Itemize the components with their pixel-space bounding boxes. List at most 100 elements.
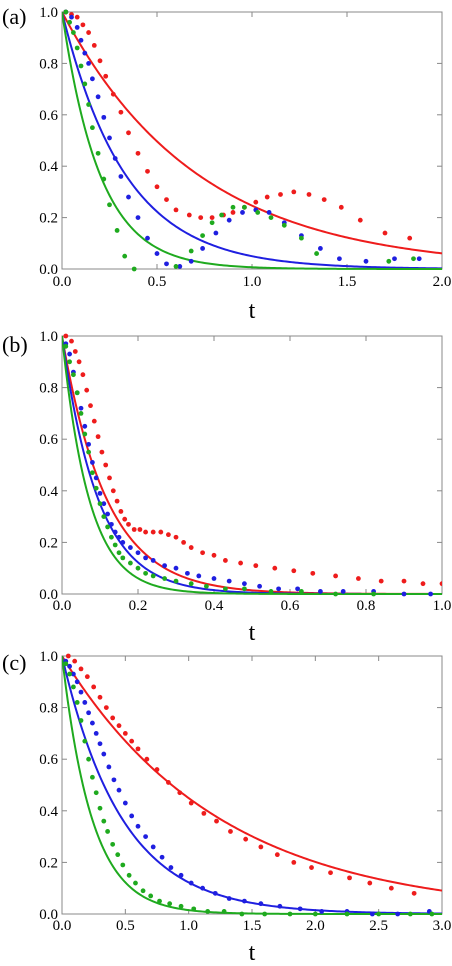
blue-data-point <box>168 865 174 870</box>
green-data-point <box>411 256 416 262</box>
green-data-point <box>67 359 72 365</box>
red-data-point <box>72 658 78 664</box>
red-data-point <box>78 666 84 672</box>
red-data-point <box>230 210 236 215</box>
plot-area <box>62 333 442 597</box>
blue-data-point <box>150 844 156 850</box>
red-data-point <box>84 674 90 680</box>
y-tick-label: 0.8 <box>39 56 58 72</box>
red-data-point <box>95 434 101 440</box>
red-data-point <box>291 189 297 195</box>
green-data-point <box>299 589 304 594</box>
blue-data-point <box>200 246 206 251</box>
blue-data-point <box>340 589 346 594</box>
blue-data-point <box>74 25 80 30</box>
blue-data-point <box>277 903 283 909</box>
green-data-point <box>299 235 304 241</box>
blue-data-point <box>154 251 160 256</box>
green-data-point <box>90 470 95 476</box>
x-axis-label: t <box>249 620 256 646</box>
red-data-point <box>118 109 124 115</box>
red-data-point <box>91 418 97 424</box>
blue-data-point <box>97 490 103 496</box>
blue-data-point <box>401 591 407 597</box>
red-data-point <box>99 449 105 455</box>
red-data-point <box>253 199 259 205</box>
x-tick-label: 1.0 <box>433 598 452 614</box>
y-tick-label: 0.6 <box>39 432 58 448</box>
green-data-point <box>242 586 247 592</box>
panel-c: (c) 0.0 0.2 0.4 0.6 0.8 1.0 0.0 0.5 1.0 1.5 2.0 2.5 3… <box>2 649 451 966</box>
red-data-point <box>214 818 219 824</box>
red-data-point <box>306 192 312 197</box>
green-data-point <box>110 841 116 847</box>
red-data-point <box>91 684 97 690</box>
x-tick-label: 0.5 <box>148 274 167 290</box>
green-data-point <box>268 215 274 221</box>
blue-data-point <box>226 896 232 901</box>
red-data-point <box>76 359 82 365</box>
red-data-point <box>110 715 116 721</box>
red-data-point <box>278 192 283 197</box>
red-data-point <box>97 58 103 64</box>
red-data-point <box>228 829 233 834</box>
green-data-point <box>90 125 95 131</box>
panel-b: (b) 0.0 0.2 0.4 0.6 0.8 1.0 0.0 0.2 0.4 0.6 0.8 1.0 t <box>2 329 451 646</box>
plot-frame <box>61 335 443 595</box>
green-curve <box>62 335 442 595</box>
green-data-point <box>148 893 154 899</box>
blue-data-point <box>78 405 84 411</box>
blue-data-point <box>188 258 194 264</box>
red-data-point <box>188 545 194 550</box>
blue-data-point <box>107 135 112 141</box>
y-tick-label: 0.4 <box>39 159 58 175</box>
red-data-point <box>118 509 124 514</box>
y-tick-label: 0.8 <box>39 701 58 717</box>
green-data-point <box>167 901 173 907</box>
y-tick-label: 0.4 <box>39 804 58 820</box>
x-tick-label: 0.5 <box>116 918 135 934</box>
blue-data-point <box>93 731 99 736</box>
blue-data-point <box>112 529 118 535</box>
blue-data-point <box>318 246 323 251</box>
red-data-point <box>135 150 141 156</box>
green-data-point <box>200 233 206 238</box>
red-data-point <box>439 581 442 587</box>
blue-data-point <box>69 14 74 20</box>
green-data-point <box>205 909 211 914</box>
red-data-point <box>80 372 86 378</box>
y-tick-label: 1.0 <box>39 649 58 665</box>
blue-data-point <box>242 581 247 587</box>
blue-data-point <box>112 156 118 161</box>
green-data-point <box>204 583 209 589</box>
blue-data-point <box>86 61 91 66</box>
red-data-point <box>401 578 407 584</box>
y-tick-label: 0.2 <box>39 535 58 551</box>
red-data-point <box>243 836 249 842</box>
green-data-point <box>71 372 76 378</box>
blue-data-point <box>145 235 150 241</box>
blue-data-point <box>97 741 103 747</box>
blue-data-point <box>71 671 76 677</box>
red-data-point <box>173 534 179 540</box>
y-tick-label: 1.0 <box>39 329 58 345</box>
green-data-point <box>114 228 120 233</box>
y-tick-label: 1.0 <box>39 5 58 21</box>
red-data-point <box>91 43 97 48</box>
red-data-point <box>88 403 93 409</box>
blue-data-point <box>319 909 325 914</box>
red-data-point <box>258 844 264 850</box>
x-tick-label: 0.0 <box>53 598 72 614</box>
green-data-point <box>219 212 225 218</box>
blue-data-point <box>185 570 190 576</box>
green-data-point <box>74 45 80 51</box>
y-tick-label: 0.6 <box>39 752 58 768</box>
blue-data-point <box>212 890 218 896</box>
green-data-point <box>116 550 122 556</box>
red-data-point <box>103 73 109 79</box>
y-tick-label: 0.0 <box>39 907 58 923</box>
y-tick-label: 0.0 <box>39 587 58 603</box>
green-data-point <box>71 30 76 35</box>
green-data-point <box>239 911 245 917</box>
red-data-point <box>158 529 164 535</box>
